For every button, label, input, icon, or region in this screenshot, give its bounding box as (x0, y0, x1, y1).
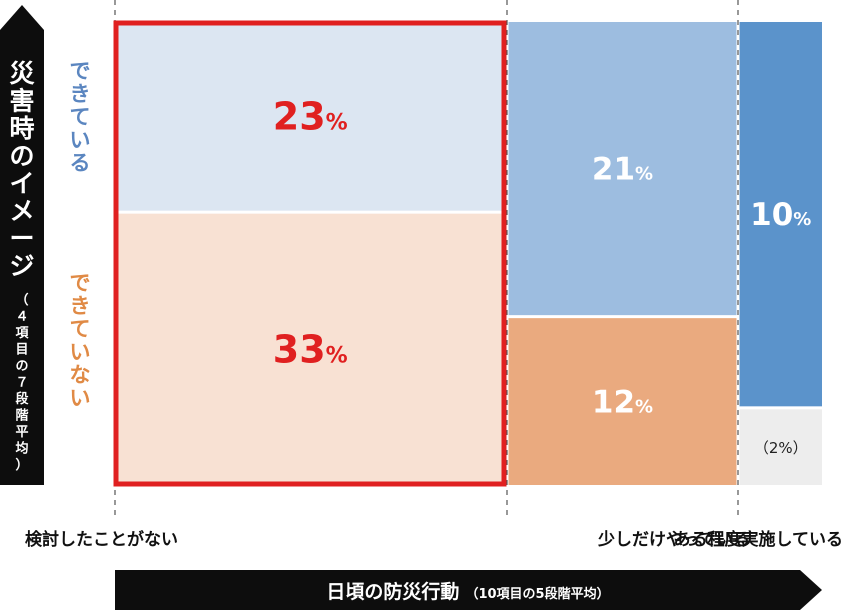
y-subtitle-char: ） (15, 457, 28, 473)
y-subtitle-char: ４ (15, 310, 28, 325)
y-title-char: メ (9, 197, 34, 226)
value-label-2-1: （2%） (754, 439, 808, 457)
cells-layer (115, 22, 822, 486)
row-label-char-0: る (70, 151, 91, 175)
row-label-char-0: い (70, 128, 91, 152)
cell-2-0 (739, 22, 822, 407)
y-subtitle-char: 階 (15, 408, 28, 424)
row-label-char-1: な (70, 363, 91, 387)
value-labels: 23% 33% 21% 12% 10% （2%） (273, 94, 812, 457)
highlight-frame (113, 20, 507, 487)
row-label-char-1: て (70, 317, 91, 341)
value-label-1-1: 12% (592, 385, 653, 421)
column-label-2: ある程度実施している (674, 529, 844, 550)
value-label-2-0: 10% (750, 197, 811, 233)
row-label-char-0: き (70, 82, 91, 106)
y-subtitle-char: 均 (15, 441, 28, 457)
cell-0-0 (115, 22, 506, 211)
cell-2-1 (739, 409, 822, 485)
row-label-char-0: で (70, 59, 91, 83)
y-title-char: 時 (9, 114, 34, 143)
x-axis-title-main: 日頃の防災行動 (326, 580, 459, 603)
x-axis-title-arrow (115, 570, 822, 610)
value-label-0-0: 23% (273, 94, 348, 138)
cell-1-0 (508, 22, 737, 316)
y-title-char: の (9, 142, 34, 171)
y-subtitle-char: （ (15, 292, 28, 308)
cell-1-1 (508, 318, 737, 485)
y-title-char: ー (9, 224, 34, 253)
y-subtitle-char: 段 (15, 391, 28, 407)
y-title-char: 災 (9, 59, 35, 88)
x-axis-title-sub: （10項目の5段階平均） (465, 586, 609, 602)
row-label-char-1: で (70, 271, 91, 295)
x-axis-title: 日頃の防災行動 （10項目の5段階平均） (326, 580, 609, 603)
y-subtitle-char: 平 (15, 425, 28, 440)
value-label-1-0: 21% (592, 152, 653, 188)
y-title-char: 害 (9, 87, 34, 116)
y-title-char: ジ (9, 252, 34, 281)
row-label-char-1: い (70, 386, 91, 410)
y-subtitle-char: 項 (15, 326, 29, 341)
row-label-char-0: て (70, 105, 91, 129)
y-subtitle-char: の (15, 359, 28, 374)
column-label-1: 少しだけやっている (597, 530, 750, 550)
row-label-char-1: い (70, 340, 91, 364)
value-label-0-1: 33% (273, 327, 348, 371)
y-title-char: イ (9, 169, 34, 198)
column-label-0: 検討したことがない (25, 529, 178, 550)
row-label-char-1: き (70, 294, 91, 318)
y-subtitle-char: ７ (15, 376, 28, 391)
y-axis-title-arrow (0, 5, 44, 485)
y-subtitle-char: 目 (15, 343, 28, 358)
cell-0-1 (115, 213, 506, 486)
